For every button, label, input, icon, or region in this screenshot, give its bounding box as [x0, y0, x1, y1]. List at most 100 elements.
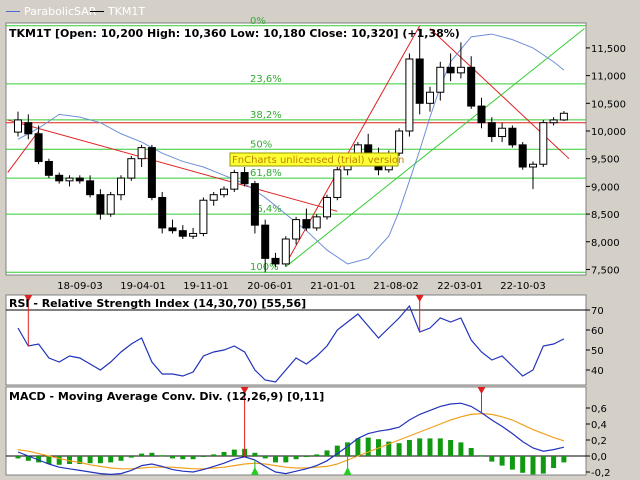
candle-body — [250, 183, 259, 226]
price-y-axis: 11,500 11,000 10,500 10,000 9,500 9,000 8,500 8… — [586, 44, 626, 276]
candle-body — [436, 66, 445, 93]
macd-histogram-bar — [180, 456, 186, 460]
price-tick-label: 8,000 — [591, 238, 620, 249]
price-date-label: 19-04-01 — [120, 281, 165, 292]
macd-histogram-bar — [417, 438, 423, 456]
macd-histogram-bar — [200, 456, 206, 457]
candle-body — [539, 122, 548, 165]
macd-histogram-bar — [67, 456, 72, 464]
candle-body — [292, 219, 301, 240]
legend-item-sar: ParabolicSAR — [6, 5, 96, 18]
candle-body — [446, 66, 455, 74]
macd-histogram-bar — [36, 456, 42, 463]
price-date-label: 19-11-01 — [183, 281, 228, 292]
price-tick-label: 10,000 — [591, 127, 626, 138]
macd-histogram-bar — [427, 438, 433, 456]
macd-histogram-bar — [159, 455, 165, 457]
candle-body — [467, 66, 476, 107]
candle-body — [456, 66, 465, 74]
price-date-label: 18-09-03 — [57, 281, 102, 292]
candle-body — [487, 122, 496, 138]
price-x-axis: 18-09-03 19-04-01 19-11-01 20-06-01 21-01-01… — [57, 281, 545, 292]
price-panel-title: TKM1T [Open: 10,200 High: 10,360 Low: 10… — [9, 27, 460, 40]
macd-histogram-bar — [273, 456, 278, 463]
macd-histogram-bar — [190, 456, 196, 460]
candle-body — [508, 127, 517, 146]
legend-label-sar: ParabolicSAR — [24, 5, 97, 18]
candle-body — [271, 257, 280, 265]
macd-histogram-bar — [170, 456, 175, 459]
macd-histogram-bar — [231, 449, 237, 456]
price-date-label: 22-10-03 — [500, 281, 545, 292]
candle-body — [147, 147, 156, 198]
candle-body — [518, 144, 527, 168]
watermark-text: FnCharts unlicensed (trial) version — [232, 155, 404, 166]
macd-histogram-bar — [540, 456, 546, 474]
candle-body — [395, 130, 404, 154]
price-date-label: 21-08-02 — [373, 281, 418, 292]
rsi-signal-arrow — [24, 295, 33, 302]
fib-label: 50% — [250, 139, 272, 150]
candle-body — [158, 196, 167, 229]
candle-body — [415, 58, 424, 104]
legend-swatch-sar — [6, 11, 20, 12]
macd-histogram-bar — [15, 456, 21, 459]
macd-histogram-bar — [365, 437, 371, 456]
macd-histogram-bar — [551, 456, 557, 468]
macd-histogram-bar — [25, 456, 31, 461]
macd-histogram-bar — [128, 456, 134, 458]
macd-histogram-bar — [458, 442, 464, 456]
candle-body — [168, 227, 177, 232]
candle-body — [426, 91, 434, 104]
price-tick-label: 11,000 — [591, 72, 626, 83]
candle-body — [498, 127, 507, 138]
fib-label: 23,6% — [250, 74, 282, 85]
rsi-line — [17, 304, 565, 383]
candle-body — [189, 232, 198, 237]
price-tick-label: 11,500 — [591, 44, 626, 55]
macd-histogram-bar — [283, 456, 289, 463]
macd-histogram-bar — [334, 445, 340, 456]
macd-sell-arrow — [477, 387, 486, 394]
candle-body — [261, 224, 270, 259]
rsi-tick-label: 60 — [591, 326, 604, 337]
macd-histogram-bar — [355, 438, 361, 456]
candle-body — [302, 219, 311, 229]
macd-histogram-bar — [108, 456, 114, 463]
macd-histogram-bar — [87, 456, 93, 464]
macd-histogram-bar — [324, 450, 330, 456]
green-trendline — [285, 28, 585, 268]
macd-histogram-bar — [489, 456, 495, 462]
watermark-box — [229, 152, 399, 167]
macd-histogram-bar — [386, 441, 392, 456]
candle-body — [549, 119, 558, 124]
macd-histogram-bar — [499, 456, 505, 466]
price-tick-label: 10,500 — [591, 99, 626, 110]
candle-body — [529, 163, 537, 168]
macd-histogram-bar — [396, 443, 402, 456]
macd-histogram-bar — [252, 452, 258, 456]
macd-histogram-bar — [262, 456, 268, 459]
rsi-tick-label: 40 — [591, 366, 604, 377]
fib-label: 76,4% — [250, 204, 282, 215]
candle-body — [199, 199, 208, 234]
macd-histogram-bar — [468, 448, 474, 456]
macd-histogram-bar — [303, 456, 309, 457]
fib-label: 61,8% — [250, 168, 282, 179]
macd-histogram-bar — [221, 452, 227, 456]
candle-body — [34, 133, 43, 162]
macd-histogram-bar — [561, 456, 567, 463]
price-date-label: 21-01-01 — [310, 281, 355, 292]
candle-body — [559, 112, 568, 121]
candle-body — [312, 216, 321, 229]
macd-histogram-bar — [118, 456, 124, 461]
candle-body — [209, 194, 218, 201]
chart-legend: ParabolicSAR TKM1T — [0, 0, 640, 22]
macd-histogram-bar — [530, 456, 536, 475]
candle-body — [106, 194, 115, 215]
macd-tick-label: 0,6 — [591, 404, 607, 415]
candle-body — [323, 196, 331, 218]
rsi-tick-label: 70 — [591, 306, 604, 317]
candle-body — [281, 238, 290, 265]
fib-label: 100% — [250, 262, 279, 273]
